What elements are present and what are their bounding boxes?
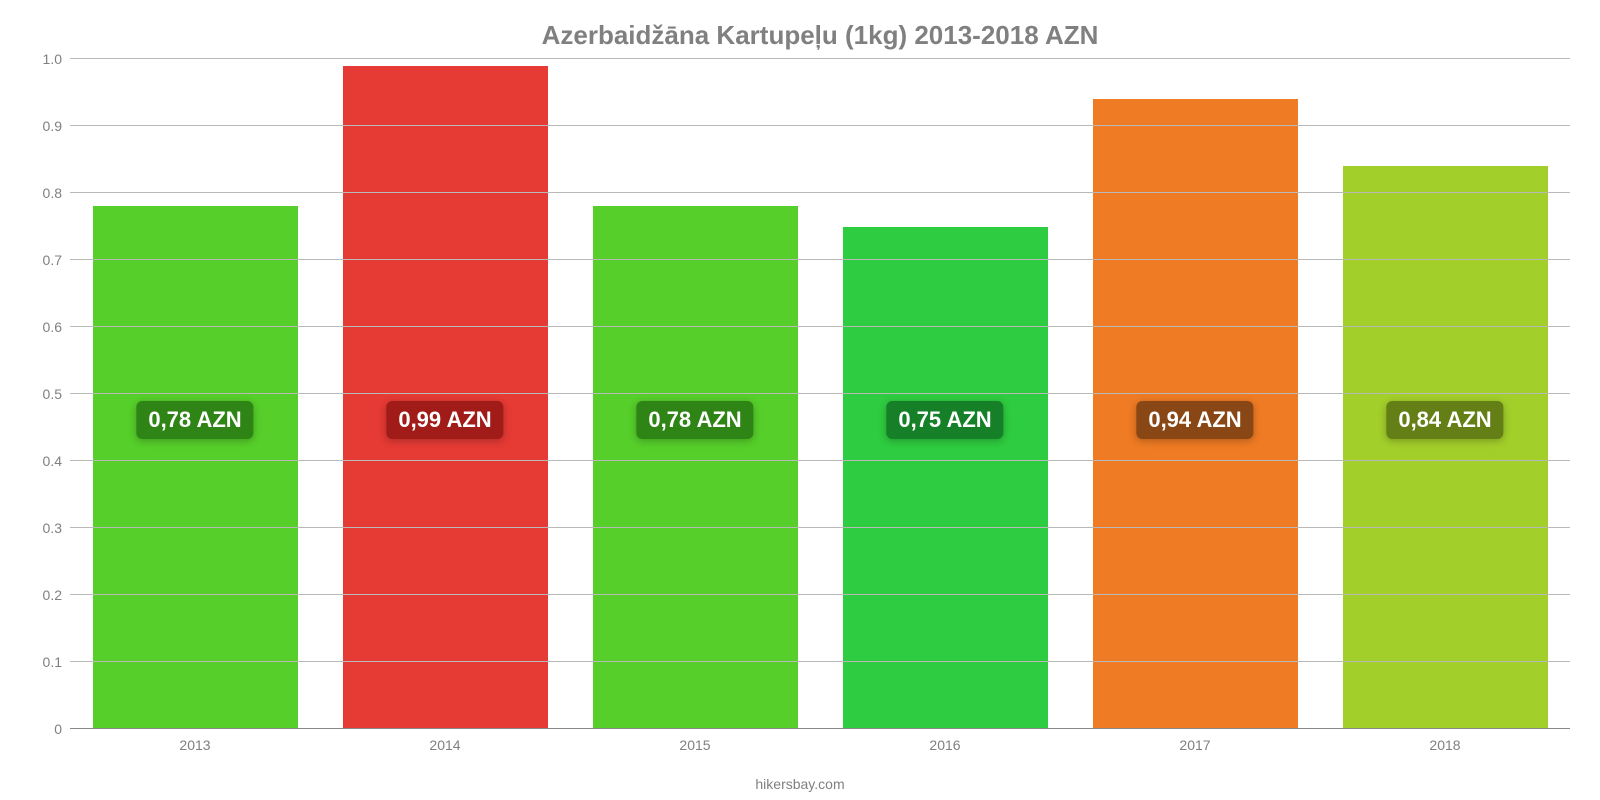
y-tick-label: 0.7 (43, 252, 62, 268)
x-tick-label: 2017 (1070, 737, 1320, 753)
bar-value-label: 0,99 AZN (386, 401, 503, 439)
gridline (70, 594, 1570, 595)
attribution-text: hikersbay.com (0, 776, 1600, 792)
plot-area: 00.10.20.30.40.50.60.70.80.91.0 0,78 AZN… (70, 59, 1570, 729)
y-tick-label: 1.0 (43, 51, 62, 67)
y-tick-label: 0.5 (43, 386, 62, 402)
bar-value-label: 0,75 AZN (886, 401, 1003, 439)
x-tick-label: 2014 (320, 737, 570, 753)
gridline (70, 125, 1570, 126)
y-tick-label: 0.3 (43, 520, 62, 536)
gridline (70, 460, 1570, 461)
bar (93, 206, 298, 729)
x-axis-line (70, 728, 1570, 729)
y-tick-label: 0.4 (43, 453, 62, 469)
bar-value-label: 0,78 AZN (636, 401, 753, 439)
bar-value-label: 0,94 AZN (1136, 401, 1253, 439)
bar-slot: 0,94 AZN2017 (1070, 59, 1320, 729)
gridline (70, 259, 1570, 260)
gridline (70, 661, 1570, 662)
bar-slot: 0,75 AZN2016 (820, 59, 1070, 729)
gridline (70, 326, 1570, 327)
bar (1343, 166, 1548, 729)
bar (593, 206, 798, 729)
y-tick-label: 0.1 (43, 654, 62, 670)
x-tick-label: 2016 (820, 737, 1070, 753)
y-tick-label: 0 (54, 721, 62, 737)
bar-value-label: 0,84 AZN (1386, 401, 1503, 439)
bar-value-label: 0,78 AZN (136, 401, 253, 439)
y-axis: 00.10.20.30.40.50.60.70.80.91.0 (20, 59, 70, 729)
bars-container: 0,78 AZN20130,99 AZN20140,78 AZN20150,75… (70, 59, 1570, 729)
gridline (70, 58, 1570, 59)
x-tick-label: 2013 (70, 737, 320, 753)
bar (343, 66, 548, 729)
gridline (70, 192, 1570, 193)
chart-title: Azerbaidžāna Kartupeļu (1kg) 2013-2018 A… (70, 20, 1570, 51)
x-tick-label: 2015 (570, 737, 820, 753)
gridline (70, 393, 1570, 394)
x-tick-label: 2018 (1320, 737, 1570, 753)
bar (843, 227, 1048, 730)
y-tick-label: 0.8 (43, 185, 62, 201)
bar-slot: 0,99 AZN2014 (320, 59, 570, 729)
y-tick-label: 0.6 (43, 319, 62, 335)
gridline (70, 527, 1570, 528)
bar-slot: 0,84 AZN2018 (1320, 59, 1570, 729)
y-tick-label: 0.9 (43, 118, 62, 134)
y-tick-label: 0.2 (43, 587, 62, 603)
bar-slot: 0,78 AZN2015 (570, 59, 820, 729)
bar-chart: Azerbaidžāna Kartupeļu (1kg) 2013-2018 A… (0, 0, 1600, 800)
bar-slot: 0,78 AZN2013 (70, 59, 320, 729)
